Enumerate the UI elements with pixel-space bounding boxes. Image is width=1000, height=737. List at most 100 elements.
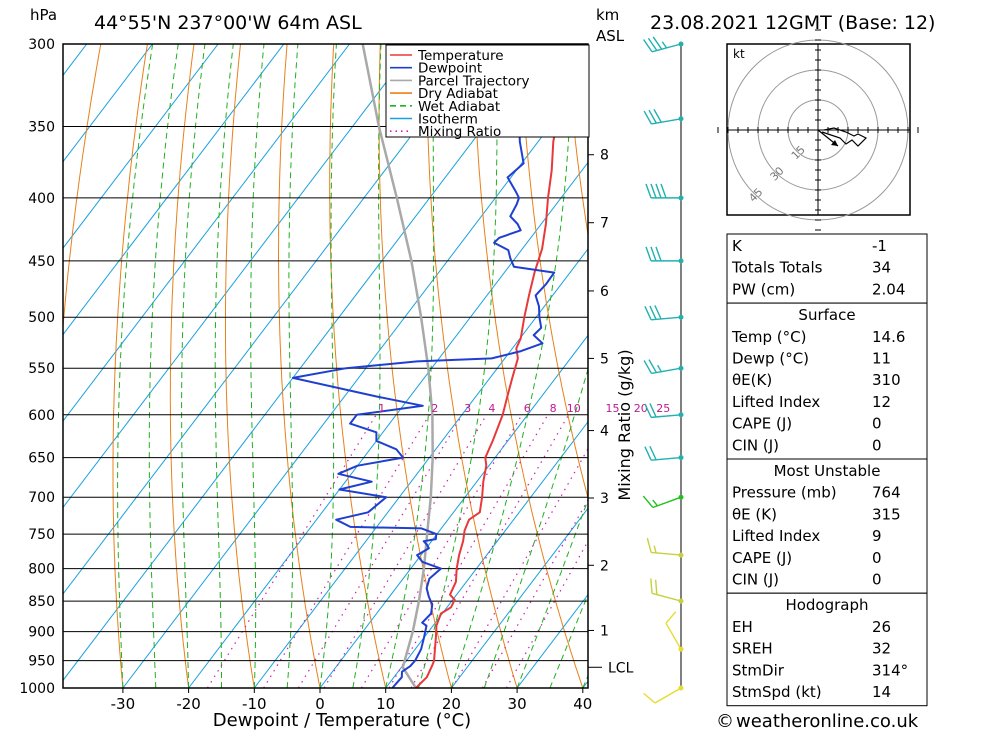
stat-value: 26 [872, 618, 891, 636]
stat-label: SREH [732, 640, 773, 658]
pressure-tick-label: 950 [28, 654, 55, 670]
temperature-tick-label: -30 [111, 695, 136, 713]
lcl-label: LCL [608, 660, 634, 676]
wind-barb-flag [661, 184, 666, 198]
stat-label: Pressure (mb) [732, 484, 837, 502]
stat-label: K [732, 237, 743, 255]
stat-value: 32 [872, 640, 891, 658]
pressure-tick-label: 650 [28, 451, 55, 467]
km-tick-label: 5 [600, 351, 609, 367]
wet-adiabat-line [215, 44, 233, 688]
hodograph-table-title: Hodograph [785, 596, 868, 614]
isotherm-line [0, 44, 152, 688]
wind-barb-flag [650, 403, 656, 417]
mixing-ratio-line [389, 415, 548, 688]
wind-barb [646, 247, 684, 264]
wind-barb-station [679, 195, 684, 200]
pressure-tick-label: 450 [28, 254, 55, 270]
wind-barb-station [679, 455, 684, 460]
mixing-ratio-line [298, 415, 462, 688]
wind-barb-flag [666, 612, 676, 623]
pressure-tick-label: 500 [28, 310, 55, 326]
wet-adiabat-line [149, 44, 178, 688]
mixing-ratio-label: 10 [567, 402, 581, 415]
wind-barb-flag [643, 496, 652, 507]
mixing-ratio-label: 25 [656, 402, 670, 415]
pressure-tick-label: 400 [28, 191, 55, 207]
wind-barb-flag [656, 247, 661, 261]
profiles [293, 44, 578, 688]
datetime-title: 23.08.2021 12GMT (Base: 12) [650, 12, 935, 34]
isotherm-line [0, 44, 21, 688]
isotherm-line [57, 44, 546, 688]
wind-barb-station [679, 553, 684, 558]
wind-barb-station [679, 116, 684, 121]
stat-label: CAPE (J) [732, 415, 792, 433]
wind-profile [643, 37, 683, 703]
mixing-ratio-line [361, 415, 521, 688]
stat-label: Dewp (°C) [732, 350, 809, 368]
wind-barb-flag [650, 306, 656, 320]
km-tick-label: 8 [600, 148, 609, 164]
wet-adiabat-line [419, 44, 498, 688]
pressure-tick-label: 600 [28, 408, 55, 424]
wind-barb-flag [651, 247, 656, 261]
wind-barb-flag [656, 184, 661, 198]
surface-table-title: Surface [798, 306, 855, 324]
wind-barb-station [679, 599, 684, 604]
wind-barb-staff [666, 623, 681, 649]
stat-label: Totals Totals [731, 259, 823, 277]
km-unit-label: km [596, 6, 619, 24]
km-tick-label: 6 [600, 284, 609, 300]
legend-label: Mixing Ratio [418, 124, 501, 140]
mixing-ratio-label: 4 [488, 402, 495, 415]
wind-barb-flag [644, 693, 655, 703]
stat-value: 11 [872, 350, 891, 368]
stat-label: Lifted Index [732, 393, 820, 411]
mixing-ratio-label: 8 [550, 402, 557, 415]
wind-barb-flag [645, 306, 651, 320]
dry-adiabat-line [330, 35, 386, 688]
mixing-ratio-line [482, 415, 635, 688]
dry-adiabat-line [113, 35, 149, 688]
location-title: 44°55'N 237°00'W 64m ASL [94, 12, 362, 34]
stat-label: Temp (°C) [731, 328, 806, 346]
wind-barb [646, 184, 684, 201]
wind-barb-staff [655, 688, 681, 703]
wind-barb-flag [651, 184, 656, 198]
temperature-tick-label: -20 [176, 695, 201, 713]
x-axis-title: Dewpoint / Temperature (°C) [213, 710, 471, 731]
mixing-ratio-axis-title: Mixing Ratio (g/kg) [615, 349, 634, 500]
asl-unit-label: ASL [596, 27, 625, 45]
stat-value: 0 [872, 415, 882, 433]
pressure-tick-label: 1000 [19, 681, 55, 697]
wind-barb-station [679, 647, 684, 652]
wind-barb [645, 305, 684, 319]
km-tick-label: 2 [600, 558, 609, 574]
pressure-tick-label: 750 [28, 527, 55, 543]
wet-adiabat-line [287, 44, 298, 688]
stat-label: θE (K) [732, 505, 777, 523]
km-tick-label: 4 [600, 424, 609, 440]
pressure-tick-label: 550 [28, 361, 55, 377]
wind-barb-flag [655, 305, 661, 319]
plot-frame [63, 44, 588, 688]
wind-barb [644, 686, 684, 704]
stat-value: 34 [872, 259, 891, 277]
stat-value: 314° [872, 661, 908, 679]
mixing-ratio-label: 6 [524, 402, 531, 415]
stat-label: PW (cm) [732, 280, 795, 298]
wind-barb-station [679, 412, 684, 417]
stat-value: 764 [872, 484, 901, 502]
wind-barb [643, 495, 683, 508]
wind-barb-station [679, 315, 684, 320]
km-tick-label: 3 [600, 491, 609, 507]
wind-barb-flag [646, 247, 651, 261]
wind-barb-station [679, 258, 684, 263]
stat-value: 14 [872, 683, 891, 701]
wind-barb-flag [647, 538, 651, 552]
dry-adiabat-line [937, 35, 1000, 688]
wind-barb [644, 37, 684, 52]
